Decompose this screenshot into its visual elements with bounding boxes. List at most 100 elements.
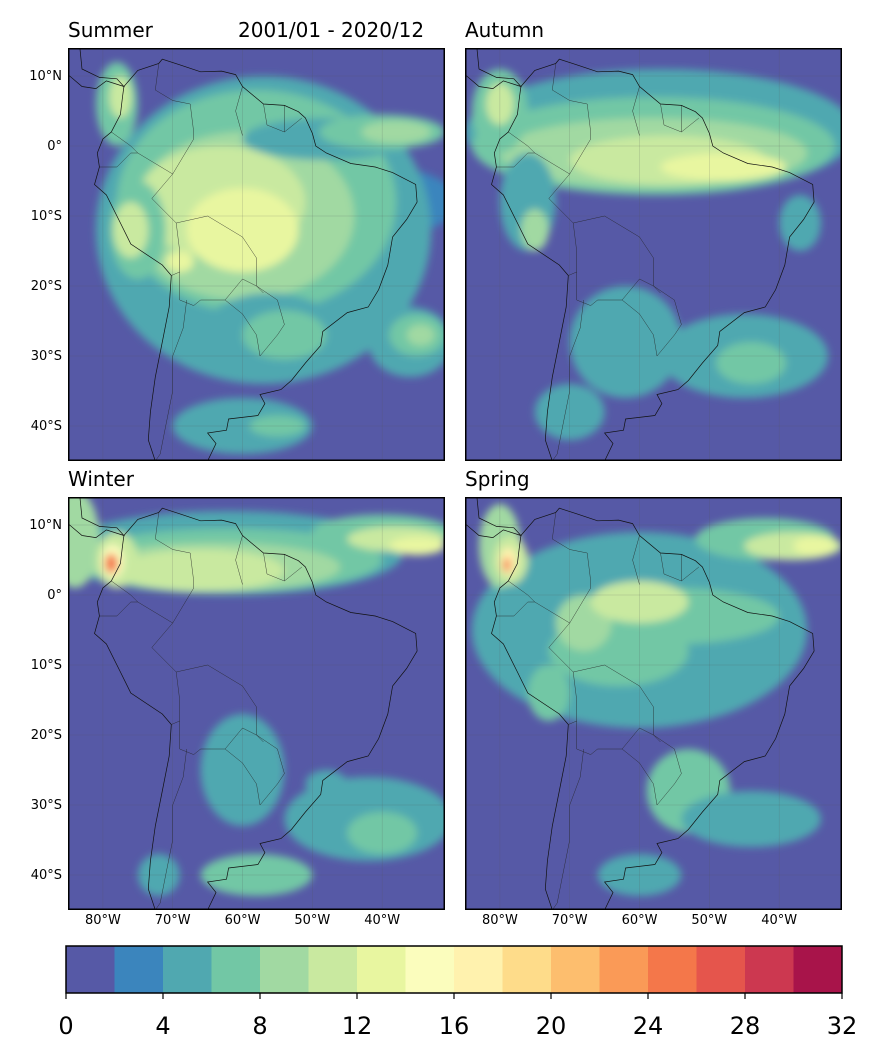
map-panel xyxy=(68,48,445,461)
country-border xyxy=(568,671,577,725)
lon-tick-label: 70°W xyxy=(154,913,191,928)
country-border xyxy=(224,299,261,357)
shading-patch xyxy=(597,854,682,896)
coastline xyxy=(68,497,126,538)
country-border xyxy=(496,601,535,617)
panel-frame xyxy=(465,497,842,910)
country-border xyxy=(548,138,682,357)
shading-patch xyxy=(793,536,835,556)
coastline xyxy=(465,497,523,538)
country-border xyxy=(284,554,303,582)
lat-tick-label: 40°S xyxy=(30,419,62,434)
country-border xyxy=(99,601,138,617)
shading-patch xyxy=(347,812,418,854)
period-label: 2001/01 - 2020/12 xyxy=(238,18,425,42)
shading-patch xyxy=(113,202,149,258)
country-border xyxy=(171,222,180,276)
shading-patch xyxy=(681,791,821,847)
colorbar-tick-label: 32 xyxy=(826,1012,858,1040)
lat-tick-label: 40°S xyxy=(30,868,62,883)
panel-frame xyxy=(68,497,445,910)
lon-tick-label: 60°W xyxy=(621,913,658,928)
shading-patch xyxy=(172,398,313,454)
colorbar-segment xyxy=(551,946,600,993)
country-border xyxy=(508,580,570,624)
country-border xyxy=(681,105,700,133)
country-border xyxy=(263,103,285,133)
country-border xyxy=(111,580,173,624)
colorbar-segment xyxy=(211,946,261,993)
colorbar-segment xyxy=(745,946,794,993)
colorbar-segment xyxy=(114,946,164,993)
shading-patch xyxy=(406,324,435,346)
country-border xyxy=(508,131,570,175)
colorbar-segment xyxy=(502,946,552,993)
colorbar-tick-label: 20 xyxy=(535,1012,567,1040)
colorbar-segment xyxy=(599,946,649,993)
country-border xyxy=(99,152,138,168)
country-border xyxy=(171,671,180,725)
lat-tick-label: 30°S xyxy=(30,349,62,364)
shading-patch xyxy=(186,188,299,272)
country-border xyxy=(632,535,640,585)
lon-tick-label: 40°W xyxy=(364,913,401,928)
lat-tick-label: 30°S xyxy=(30,798,62,813)
country-border xyxy=(660,103,682,133)
colorbar-tick-label: 16 xyxy=(438,1012,470,1040)
lon-tick-label: 60°W xyxy=(224,913,261,928)
map-panel xyxy=(68,497,445,910)
panel-frame xyxy=(465,48,842,461)
shading-patch xyxy=(242,310,327,360)
colorbar-segment xyxy=(66,946,115,993)
country-border xyxy=(552,512,591,588)
shading-patch xyxy=(116,549,285,592)
colorbar-segment xyxy=(793,946,843,993)
shading-patch xyxy=(361,120,431,144)
country-border xyxy=(179,272,257,306)
country-border xyxy=(155,63,194,139)
colorbar-segment xyxy=(454,946,503,993)
shading-patch xyxy=(527,665,570,721)
colorbar-segment xyxy=(260,946,309,993)
colorbar-segment xyxy=(405,946,455,993)
map-panel xyxy=(465,497,842,910)
panel-title: Spring xyxy=(465,467,530,491)
country-border xyxy=(256,285,264,294)
lon-tick-label: 80°W xyxy=(481,913,518,928)
map-panel xyxy=(465,48,842,461)
country-border xyxy=(552,748,584,910)
lat-tick-label: 0° xyxy=(47,588,62,603)
colorbar-segment xyxy=(357,946,406,993)
colorbar-segment xyxy=(648,946,697,993)
shading-patch xyxy=(305,770,348,798)
country-border xyxy=(548,587,682,806)
lat-tick-label: 0° xyxy=(47,139,62,154)
shading-patch xyxy=(779,195,821,251)
country-border xyxy=(155,512,194,588)
country-border xyxy=(576,721,654,755)
colorbar-tick-label: 28 xyxy=(729,1012,761,1040)
colorbar-tick-label: 8 xyxy=(252,1012,268,1040)
panel-title: Summer xyxy=(68,18,153,42)
shading-patch xyxy=(68,497,100,588)
country-border xyxy=(151,138,285,357)
shading-patch xyxy=(534,384,605,440)
country-border xyxy=(681,554,700,582)
colorbar xyxy=(65,945,843,999)
country-border xyxy=(155,299,187,461)
country-border xyxy=(568,222,577,276)
colorbar-segment xyxy=(163,946,212,993)
country-border xyxy=(235,86,243,136)
country-border xyxy=(552,299,584,461)
colorbar-segment xyxy=(308,946,358,993)
country-border xyxy=(653,734,661,743)
country-border xyxy=(263,552,285,582)
country-border xyxy=(256,734,264,743)
shading-patch xyxy=(660,153,787,181)
lon-tick-label: 40°W xyxy=(761,913,798,928)
shading-patch xyxy=(520,209,549,251)
coastline xyxy=(68,48,126,89)
shading-patch xyxy=(105,553,118,574)
shading-patch xyxy=(569,286,682,398)
shading-patch xyxy=(109,76,132,118)
